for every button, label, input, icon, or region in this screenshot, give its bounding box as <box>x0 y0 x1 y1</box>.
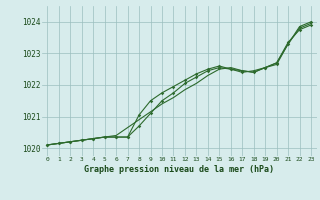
X-axis label: Graphe pression niveau de la mer (hPa): Graphe pression niveau de la mer (hPa) <box>84 165 274 174</box>
